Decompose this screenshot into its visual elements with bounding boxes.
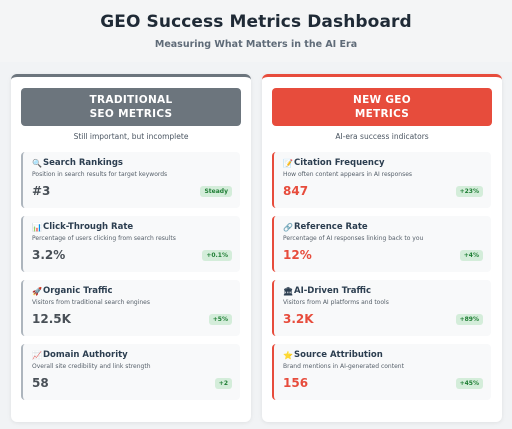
metric-card-organic-traffic: 🚀 Organic Traffic Visitors from traditio… (21, 280, 240, 336)
metric-value: 12.5K (32, 312, 71, 326)
metric-description: How often content appears in AI response… (283, 171, 413, 178)
metric-card-domain-authority: 📈 Domain Authority Overall site credibil… (21, 344, 240, 400)
status-badge: +23% (455, 185, 483, 197)
metric-description: Overall site credibility and link streng… (32, 363, 151, 370)
status-badge: +89% (455, 313, 483, 325)
metric-name: AI-Driven Traffic (294, 286, 372, 296)
metric-value: #3 (32, 184, 51, 198)
geo-banner: NEW GEO METRICS (272, 88, 492, 126)
metric-value: 12% (283, 248, 312, 262)
metric-card-source-attribution: ⭐ Source Attribution Brand mentions in A… (272, 344, 491, 400)
geo-title-line2: METRICS (354, 108, 410, 120)
geo-metrics-panel: NEW GEO METRICS AI-era success indicator… (262, 74, 502, 422)
status-badge: +5% (208, 313, 232, 325)
status-badge: +4% (459, 249, 483, 261)
traditional-banner: TRADITIONAL SEO METRICS (21, 88, 241, 126)
dashboard-header: GEO Success Metrics Dashboard Measuring … (0, 0, 512, 62)
page-title: GEO Success Metrics Dashboard (100, 12, 412, 32)
metric-description: Position in search results for target ke… (32, 171, 168, 178)
metric-name: Organic Traffic (43, 286, 113, 296)
status-badge: +2 (214, 377, 232, 389)
metric-description: Brand mentions in AI-generated content (283, 363, 404, 370)
metric-name: Citation Frequency (294, 158, 385, 168)
link-icon: 🔗 (283, 222, 293, 232)
metric-card-reference-rate: 🔗 Reference Rate Percentage of AI respon… (272, 216, 491, 272)
metric-name: Domain Authority (43, 350, 128, 360)
traditional-title-line2: SEO METRICS (89, 108, 173, 120)
metric-name: Search Rankings (43, 158, 123, 168)
status-badge: +0.1% (202, 249, 232, 261)
metric-value: 3.2K (283, 312, 314, 326)
bank-icon: 🏛 (283, 286, 294, 296)
metric-value: 58 (32, 376, 49, 390)
metric-name: Reference Rate (294, 222, 368, 232)
star-icon: ⭐ (283, 350, 293, 360)
rocket-icon: 🚀 (32, 286, 42, 296)
metric-card-ai-driven-traffic: 🏛 AI-Driven Traffic Visitors from AI pla… (272, 280, 491, 336)
page-subtitle: Measuring What Matters in the AI Era (154, 39, 358, 50)
metric-card-citation-frequency: 📝 Citation Frequency How often content a… (272, 152, 491, 208)
metric-value: 3.2% (32, 248, 66, 262)
metric-name: Source Attribution (294, 350, 383, 360)
chart-icon: 📊 (32, 222, 42, 232)
trending-up-icon: 📈 (32, 350, 42, 360)
metric-card-click-through-rate: 📊 Click-Through Rate Percentage of users… (21, 216, 240, 272)
metric-value: 847 (283, 184, 309, 198)
metric-description: Visitors from traditional search engines (32, 299, 150, 306)
status-badge: +45% (455, 377, 483, 389)
metric-description: Percentage of AI responses linking back … (283, 235, 424, 242)
traditional-title-line1: TRADITIONAL (89, 94, 173, 106)
metric-name: Click-Through Rate (43, 222, 134, 232)
metric-value: 156 (283, 376, 309, 390)
memo-icon: 📝 (283, 158, 293, 168)
traditional-caption: Still important, but incomplete (73, 132, 189, 141)
metric-description: Visitors from AI platforms and tools (283, 299, 389, 306)
metric-description: Percentage of users clicking from search… (32, 235, 176, 242)
geo-caption: AI-era success indicators (335, 132, 429, 141)
geo-title-line1: NEW GEO (352, 94, 411, 106)
search-icon: 🔍 (32, 158, 42, 168)
status-badge: Steady (200, 185, 232, 197)
metric-card-search-rankings: 🔍 Search Rankings Position in search res… (21, 152, 240, 208)
traditional-seo-panel: TRADITIONAL SEO METRICS Still important,… (11, 74, 251, 422)
